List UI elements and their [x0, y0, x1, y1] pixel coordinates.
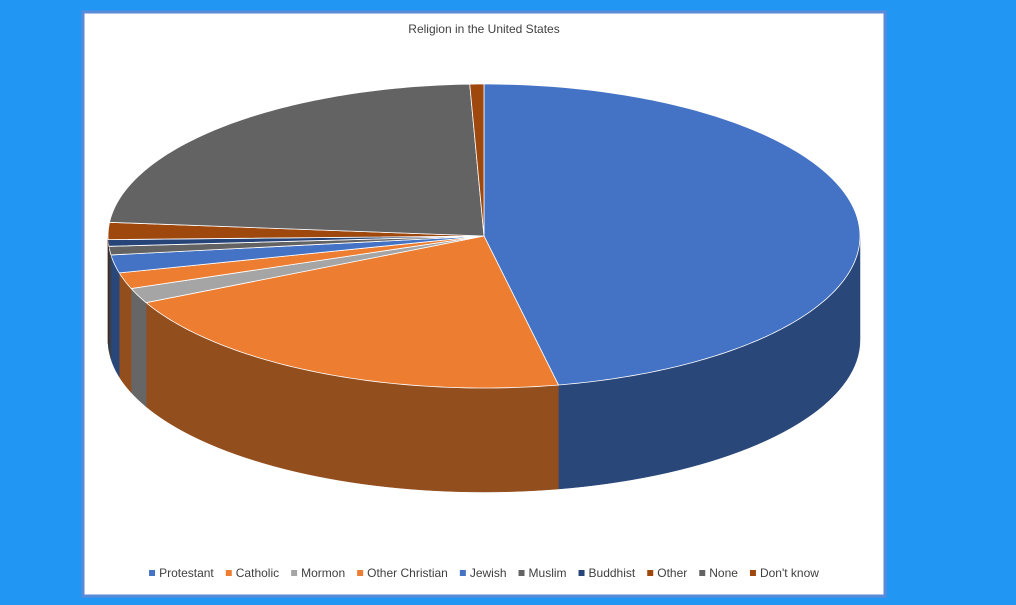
legend-label: Muslim — [529, 566, 567, 580]
legend-swatch — [578, 570, 585, 576]
pie — [107, 83, 861, 493]
legend-label: Catholic — [236, 566, 279, 580]
legend-label: Other Christian — [367, 566, 448, 580]
slice — [469, 83, 485, 237]
legend-swatch — [149, 570, 156, 576]
slice — [118, 235, 485, 394]
slice-top — [107, 221, 485, 241]
slice-side — [110, 254, 120, 378]
slice — [110, 235, 485, 378]
slice-side — [118, 272, 132, 394]
legend-label: Jewish — [470, 566, 507, 580]
slice-top — [145, 235, 560, 389]
legend-swatch — [225, 570, 232, 576]
legend-label: Don't know — [760, 566, 819, 580]
legend-swatch — [749, 570, 756, 576]
legend: Protestant Catholic Mormon Other Christian J… — [149, 566, 819, 580]
slice — [483, 83, 861, 490]
slice — [107, 221, 485, 344]
legend-swatch — [459, 570, 466, 576]
legend-swatch — [699, 570, 706, 576]
slice-side — [108, 246, 112, 360]
chart-title: Religion in the United States — [408, 22, 559, 36]
slice-top — [469, 83, 485, 237]
slice — [130, 235, 485, 408]
slice-top — [110, 235, 485, 274]
slice-top — [130, 235, 485, 304]
slice-top — [483, 83, 861, 386]
legend-label: None — [709, 566, 738, 580]
legend-label: Protestant — [159, 566, 214, 580]
slice-top — [118, 235, 485, 289]
legend-label: Other — [657, 566, 687, 580]
legend-swatch — [291, 570, 298, 576]
legend-swatch — [518, 570, 525, 576]
slice-side — [130, 287, 147, 408]
slice — [109, 83, 485, 237]
legend-label: Buddhist — [589, 566, 636, 580]
legend-swatch — [357, 570, 364, 576]
slice-top — [109, 83, 485, 237]
legend-swatch — [647, 570, 654, 576]
legend-label: Mormon — [301, 566, 345, 580]
